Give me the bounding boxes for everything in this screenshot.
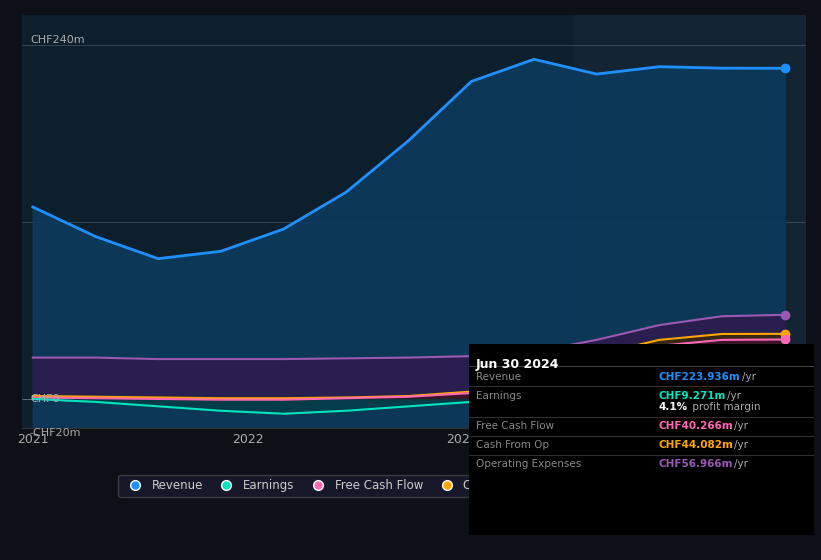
Text: CHF56.966m: CHF56.966m xyxy=(658,459,733,469)
Text: CHF240m: CHF240m xyxy=(30,35,85,45)
Text: /yr: /yr xyxy=(727,391,741,401)
Text: CHF0: CHF0 xyxy=(30,394,59,404)
Text: -CHF20m: -CHF20m xyxy=(30,428,81,438)
Text: Free Cash Flow: Free Cash Flow xyxy=(475,421,554,431)
Text: CHF40.266m: CHF40.266m xyxy=(658,421,733,431)
Text: CHF223.936m: CHF223.936m xyxy=(658,372,741,382)
Text: 4.1%: 4.1% xyxy=(658,402,687,412)
Legend: Revenue, Earnings, Free Cash Flow, Cash From Op, Operating Expenses: Revenue, Earnings, Free Cash Flow, Cash … xyxy=(118,474,709,497)
Text: /yr: /yr xyxy=(734,421,748,431)
Text: CHF44.082m: CHF44.082m xyxy=(658,440,733,450)
Bar xyxy=(574,15,806,428)
Text: Revenue: Revenue xyxy=(475,372,521,382)
Text: Jun 30 2024: Jun 30 2024 xyxy=(475,358,559,371)
Text: /yr: /yr xyxy=(742,372,756,382)
Text: Operating Expenses: Operating Expenses xyxy=(475,459,581,469)
Text: Earnings: Earnings xyxy=(475,391,521,401)
Text: /yr: /yr xyxy=(734,440,748,450)
Text: Cash From Op: Cash From Op xyxy=(475,440,548,450)
Text: profit margin: profit margin xyxy=(689,402,760,412)
Text: CHF9.271m: CHF9.271m xyxy=(658,391,726,401)
Text: /yr: /yr xyxy=(734,459,748,469)
